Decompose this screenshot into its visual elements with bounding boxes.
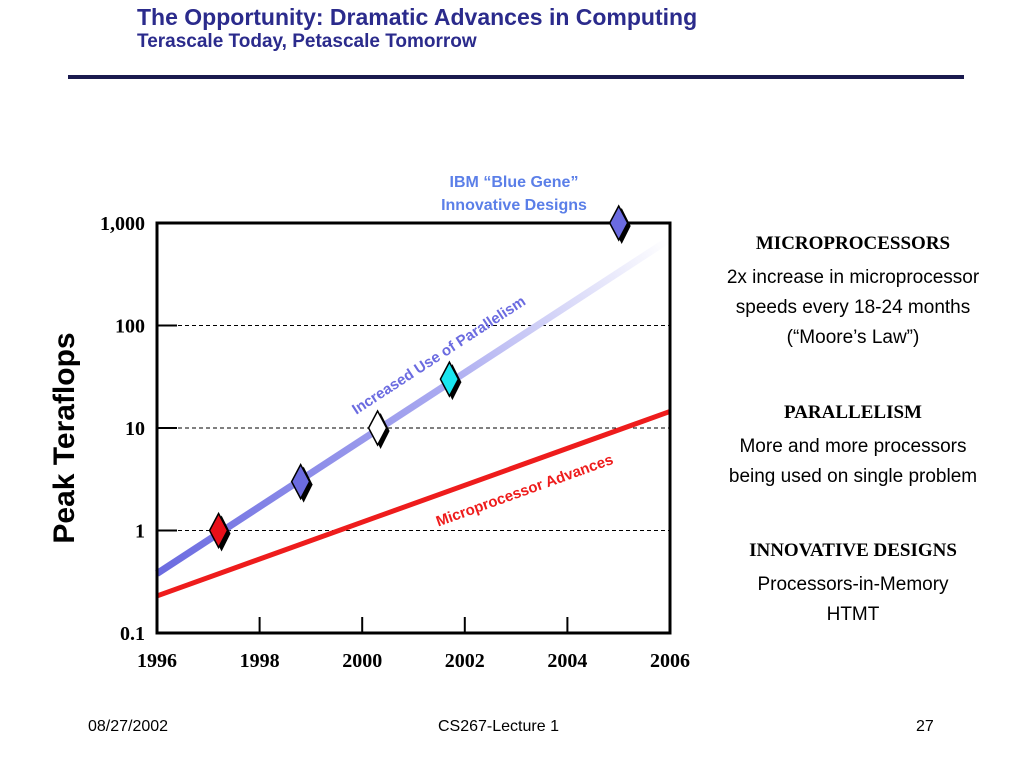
sidebar-section-microprocessors: MICROPROCESSORS 2x increase in microproc… [700,233,1006,353]
marker-diamond [608,204,629,242]
data-marker [439,360,462,401]
slide-subtitle: Terascale Today, Petascale Tomorrow [137,31,477,52]
marker-diamond [208,511,229,550]
x-tick-label: 2004 [547,650,587,672]
x-tick-label: 1998 [240,650,280,672]
sidebar-text: HTMT [826,604,880,625]
sidebar-section-parallelism: PARALLELISM More and more processors bei… [700,402,1006,492]
x-tick-label: 2006 [650,650,690,672]
y-tick-label: 1,000 [100,213,145,235]
x-tick-label: 2002 [445,650,485,672]
annotation-label: Innovative Designs [441,197,587,214]
sidebar-heading: PARALLELISM [784,402,922,423]
sidebar-section-innovative-designs: INNOVATIVE DESIGNS Processors-in-Memory … [700,540,1006,630]
data-marker [208,511,231,552]
slide-title: The Opportunity: Dramatic Advances in Co… [137,4,698,30]
footer-course: CS267-Lecture 1 [438,718,559,735]
x-tick-label: 2000 [342,650,382,672]
sidebar-text: Processors-in-Memory [757,574,949,595]
sidebar-text: More and more processors [739,436,967,457]
series-line [155,235,672,577]
x-tick-label: 1996 [137,650,177,672]
series-label: Increased Use of Parallelism [349,293,529,418]
annotation-label: IBM “Blue Gene” [450,174,579,191]
sidebar-text: being used on single problem [728,466,978,487]
y-axis-title: Peak Teraflops [48,332,81,543]
y-tick-label: 1 [135,521,145,543]
sidebar-heading: MICROPROCESSORS [755,233,951,254]
marker-diamond [439,360,460,398]
data-marker [290,462,313,503]
marker-diamond [367,409,388,447]
sidebar-text: 2x increase in microprocessor [726,267,980,288]
sidebar-heading: INNOVATIVE DESIGNS [749,540,957,561]
data-marker [367,409,390,449]
marker-diamond [290,462,311,501]
y-tick-label: 100 [115,316,145,338]
sidebar-text: (“Moore’s Law”) [786,327,920,348]
series-line [156,409,671,599]
footer-date: 08/27/2002 [88,718,169,735]
title-divider [68,75,964,79]
footer-page-number: 27 [916,718,934,735]
y-tick-label: 10 [125,418,145,440]
chart: 0.1 1 10 100 1,000 1996 1998 2000 2002 2004 2006 Pe… [48,174,690,672]
sidebar-text: speeds every 18-24 months [735,297,971,318]
data-marker [608,204,631,244]
y-tick-label: 0.1 [120,623,145,645]
